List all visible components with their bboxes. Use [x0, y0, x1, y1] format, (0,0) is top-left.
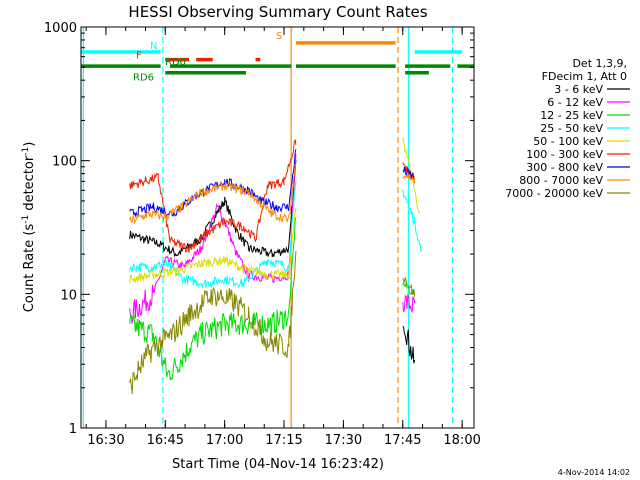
x-tick-label: 18:00: [443, 433, 480, 448]
series-line-3-6-kev: [402, 325, 416, 364]
legend-label-800-7000-kev: 800 - 7000 keV: [519, 174, 603, 187]
series-line-300-800-kev: [402, 166, 416, 181]
x-tick-label: 17:30: [325, 433, 362, 448]
series-line-12-25-kev: [402, 280, 416, 296]
flag-label-rd6: RD6: [133, 73, 154, 84]
series-line-6-12-kev: [402, 293, 416, 314]
series-line-100-300-kev: [402, 162, 416, 184]
y-tick-label: 1: [69, 422, 77, 437]
flag-label-rd0: RD0: [165, 57, 186, 68]
plot-content: NF S RD0 RD6: [81, 27, 474, 428]
x-tick-label: 16:45: [147, 433, 184, 448]
y-axis-label: Count Rate (s-1 detector-1): [21, 142, 37, 313]
legend-label-100-300-kev: 100 - 300 keV: [526, 148, 603, 161]
series-line-300-800-kev: [129, 149, 297, 218]
series-line-800-7000-kev: [402, 173, 416, 182]
legend-header-line-2: FDecim 1, Att 0: [542, 70, 627, 83]
y-tick-label: 100: [52, 155, 77, 170]
flag-label-f: F: [136, 51, 142, 62]
flag-label-s: S: [276, 31, 282, 42]
flag-label-n: N: [150, 41, 157, 52]
legend-header-line-1: Det 1,3,9,: [572, 57, 627, 70]
series-line-25-50-kev: [402, 189, 423, 253]
x-tick-label: 17:15: [265, 433, 302, 448]
series-line-7000-20000-kev: [129, 251, 297, 394]
legend-label-12-25-kev: 12 - 25 keV: [540, 109, 603, 122]
x-tick-label: 17:00: [206, 433, 243, 448]
x-tick-label: 16:30: [87, 433, 124, 448]
series-line-100-300-kev: [129, 139, 297, 254]
legend-label-3-6-kev: 3 - 6 keV: [554, 83, 603, 96]
legend-label-300-800-kev: 300 - 800 keV: [526, 161, 603, 174]
axis-ticks: 16:30 16:45 17:00 17:15 17:30 17:45 18:00 1 10 10…: [44, 21, 481, 448]
chart-title: HESSI Observing Summary Count Rates: [128, 3, 427, 21]
legend-label-50-100-kev: 50 - 100 keV: [533, 135, 603, 148]
y-tick-label: 1000: [44, 21, 77, 36]
series-line-6-12-kev: [129, 153, 297, 324]
y-tick-label: 10: [60, 288, 77, 303]
series-line-3-6-kev: [129, 159, 297, 258]
series-line-25-50-kev: [129, 180, 297, 289]
series-line-7000-20000-kev: [402, 277, 416, 297]
x-tick-label: 17:45: [384, 433, 421, 448]
legend-label-6-12-kev: 6 - 12 keV: [547, 96, 603, 109]
legend-label-7000-20000-kev: 7000 - 20000 keV: [505, 187, 603, 200]
footer-timestamp: 4-Nov-2014 14:02: [558, 468, 630, 477]
series-line-50-100-kev: [129, 207, 297, 284]
plot-frame: [80, 26, 475, 429]
series-line-800-7000-kev: [129, 163, 297, 225]
x-axis-label: Start Time (04-Nov-14 16:23:42): [172, 457, 384, 472]
legend-label-25-50-kev: 25 - 50 keV: [540, 122, 603, 135]
